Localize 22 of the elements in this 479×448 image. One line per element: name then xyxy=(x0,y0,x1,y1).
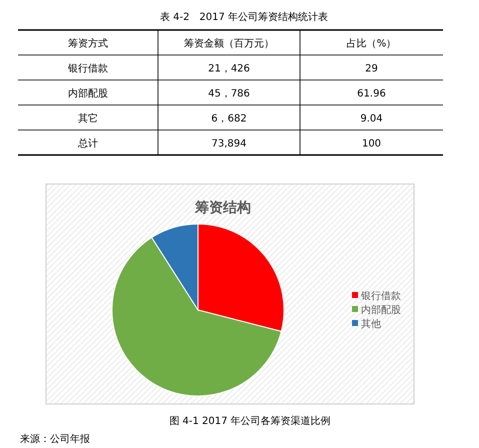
text: 总计 xyxy=(77,138,98,150)
text: 其它 xyxy=(78,112,98,124)
chart-title: 筹资结构 xyxy=(194,200,251,216)
caption: 图 4-1 2017 年公司各筹资渠道比例 xyxy=(169,415,331,427)
text: 73,894 xyxy=(212,138,246,150)
text: 45，786 xyxy=(208,88,250,100)
text: 银行借款 xyxy=(67,64,108,74)
legend-label: 其他 xyxy=(361,318,381,330)
legend-label: 银行借款 xyxy=(360,291,401,302)
text: 筹资方式 xyxy=(68,38,108,50)
text: 9.04 xyxy=(360,114,383,124)
text: 筹资金额（百万元） xyxy=(184,38,274,50)
legend-label: 内部配股 xyxy=(361,304,401,316)
text: 内部配股 xyxy=(68,88,108,100)
text: 6，682 xyxy=(211,114,247,124)
text: 占比（%） xyxy=(346,38,396,50)
text: 61.96 xyxy=(357,88,386,100)
text: 100 xyxy=(362,138,382,150)
text: 21，426 xyxy=(208,64,250,74)
source-note: 来源：公司年报 xyxy=(20,433,90,445)
text: 29 xyxy=(365,64,378,74)
text: 表 4-2 2017 年公司筹资结构统计表 xyxy=(160,11,328,23)
